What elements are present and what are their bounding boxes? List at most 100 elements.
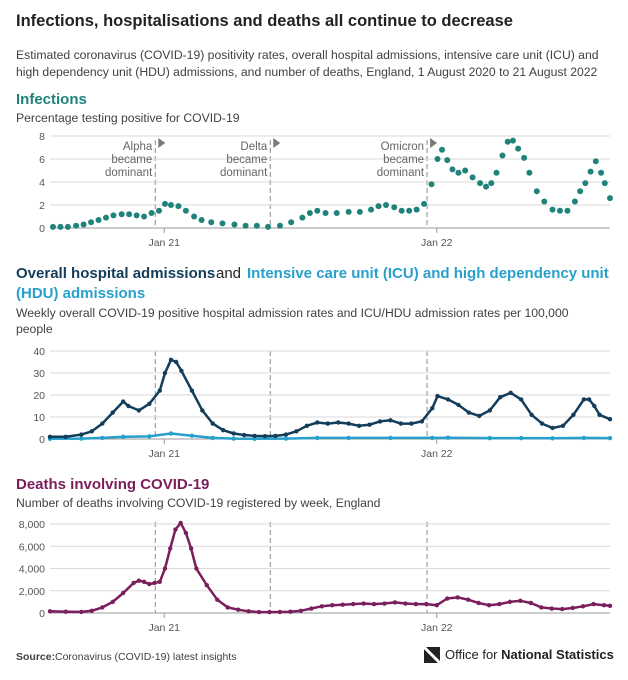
hospital-point (157, 388, 162, 393)
deaths-point (309, 606, 314, 611)
deaths-point (120, 590, 126, 596)
hospital-point (430, 406, 435, 411)
deaths-point (497, 601, 502, 607)
infections-point (345, 208, 352, 215)
deaths-point (267, 609, 272, 615)
infections-y-tick-label: 8 (39, 131, 45, 143)
hospital-point (346, 421, 351, 426)
icu-point (79, 436, 84, 441)
icu-point (147, 434, 152, 439)
infections-point (587, 168, 594, 175)
infections-point (133, 212, 140, 219)
infections-point (299, 214, 306, 221)
icu-point (210, 435, 215, 441)
hospital-point (162, 370, 168, 376)
page-subtitle-line-1: Estimated coronavirus (COVID-19) positiv… (16, 48, 599, 62)
infections-point (118, 211, 125, 218)
deaths-point (277, 609, 283, 615)
hospital-x-tick-label: Jan 21 (148, 448, 180, 460)
variant-annotation-2-line-2: became (226, 154, 267, 166)
hospital-point (435, 393, 440, 399)
icu-point (189, 433, 195, 438)
hospital-point (367, 422, 372, 427)
hospital-point (398, 421, 404, 426)
variant-annotation-3-line-3: dominant (377, 167, 425, 179)
hospital-point (356, 423, 362, 428)
deaths-point (413, 601, 419, 607)
deaths-point (183, 530, 189, 536)
hospital-point (189, 388, 195, 393)
hospital-point (607, 417, 613, 422)
infections-point (148, 210, 155, 217)
deaths-point (591, 601, 596, 607)
hospital-point (445, 397, 451, 402)
hospital-point (126, 403, 131, 409)
infections-point (577, 188, 584, 195)
icu-point (487, 435, 492, 441)
hospital-point (388, 418, 393, 423)
hospital-point (560, 423, 566, 428)
infections-point (110, 212, 117, 219)
infections-point (571, 198, 578, 205)
infections-point (549, 206, 556, 213)
icu-point (607, 435, 613, 441)
deaths-point (350, 601, 356, 607)
deaths-point (256, 609, 262, 615)
hospital-point (539, 421, 545, 426)
hospital-point (592, 403, 597, 409)
deaths-point (434, 603, 439, 608)
deaths-point (89, 608, 95, 613)
icu-point (445, 435, 451, 440)
infections-point (598, 169, 605, 176)
hospital-point (221, 428, 226, 433)
deaths-point (188, 546, 194, 551)
deaths-point (580, 604, 586, 609)
deaths-point (382, 601, 387, 606)
infections-point (515, 145, 522, 152)
deaths-point (178, 520, 183, 526)
deaths-point (518, 598, 523, 603)
ons-logo-icon (424, 647, 440, 663)
hospital-point (110, 410, 115, 415)
infections-point (541, 198, 548, 205)
deaths-point (601, 603, 607, 608)
deaths-title: Deaths involving COVID-19 (16, 476, 210, 493)
icu-point (315, 435, 320, 441)
deaths-point (110, 599, 115, 605)
hospital-point (586, 397, 592, 402)
deaths-point (560, 606, 565, 612)
deaths-x-tick-label: Jan 22 (421, 622, 453, 634)
deaths-line (49, 521, 611, 614)
deaths-point (194, 566, 199, 571)
infections-point (126, 211, 133, 218)
icu-point (100, 435, 105, 441)
deaths-point (47, 609, 53, 614)
infections-point (88, 219, 95, 226)
source-text: Coronavirus (COVID-19) latest insights (55, 651, 237, 663)
icu-point (581, 435, 587, 441)
infections-point (208, 219, 215, 226)
infections-point (499, 152, 506, 159)
infections-point (356, 208, 363, 215)
deaths-point (173, 527, 178, 532)
hospital-y-tick-label: 20 (33, 390, 45, 402)
infections-point (182, 207, 189, 214)
hospital-line (50, 358, 611, 439)
hospital-point (336, 420, 341, 425)
hospital-point (89, 429, 95, 434)
hospital-point (571, 412, 576, 417)
deaths-y-tick-label: 6,000 (19, 541, 45, 553)
infections-point (231, 221, 238, 228)
hospital-point (597, 412, 602, 417)
infections-point (564, 207, 571, 214)
infections-point (509, 137, 516, 144)
infections-point (493, 169, 500, 176)
publisher-name: Office for National Statistics (445, 647, 614, 662)
deaths-point (157, 579, 162, 585)
infections-point (462, 167, 469, 174)
icu-point (168, 431, 174, 436)
icu-line (49, 432, 611, 441)
infections-point (592, 158, 599, 165)
